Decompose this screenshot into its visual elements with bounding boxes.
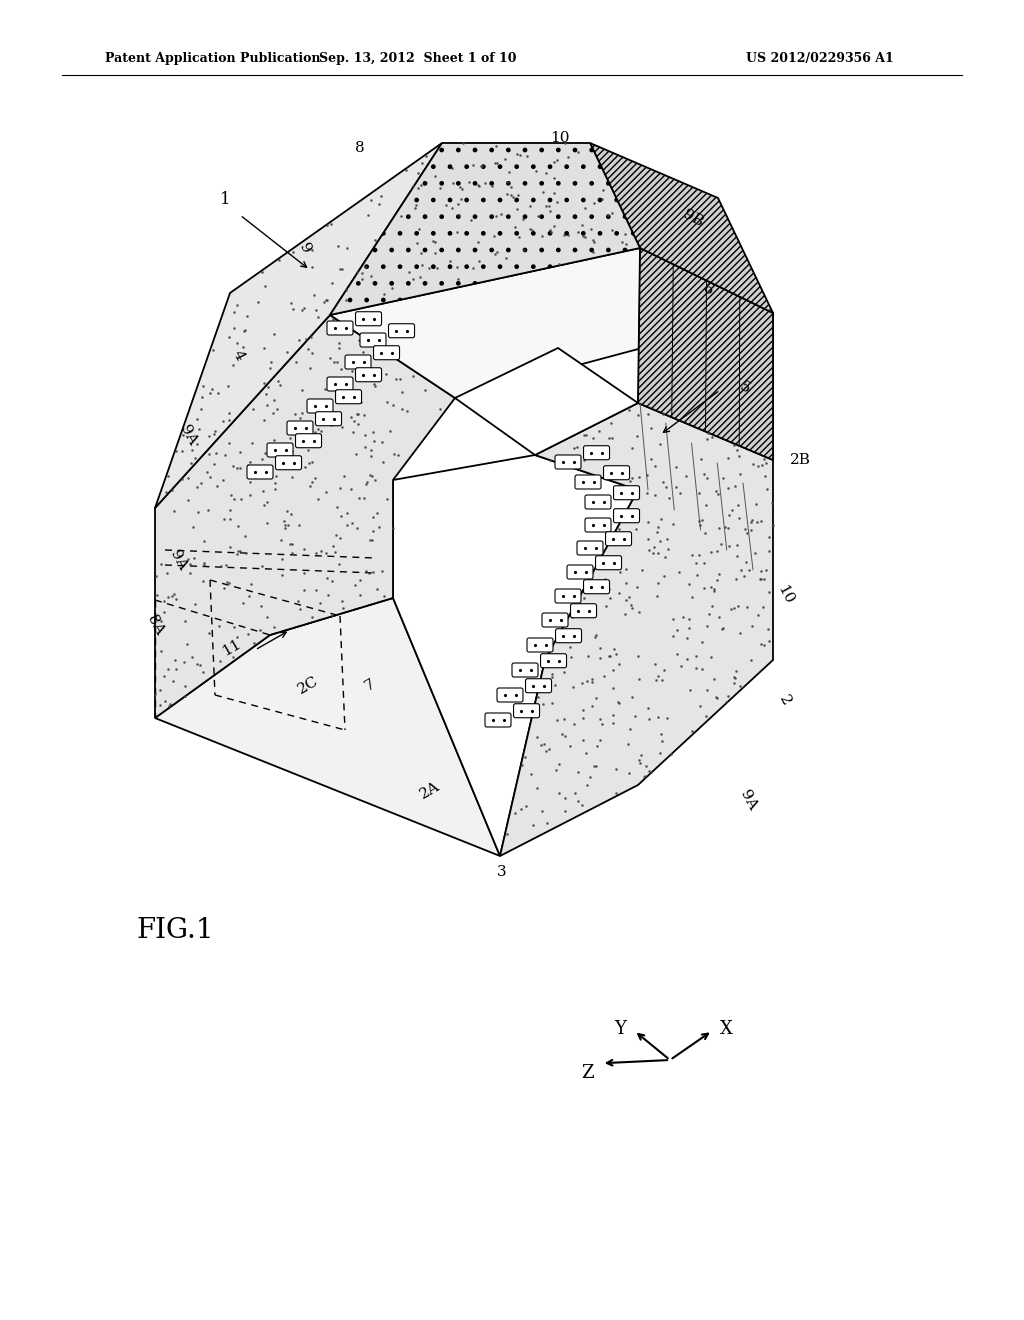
Text: 2A: 2A xyxy=(418,779,442,801)
Text: 2: 2 xyxy=(776,693,794,708)
FancyBboxPatch shape xyxy=(513,704,540,718)
Text: 10: 10 xyxy=(550,131,569,145)
Text: 2B: 2B xyxy=(790,453,810,467)
FancyBboxPatch shape xyxy=(345,355,371,370)
FancyBboxPatch shape xyxy=(287,421,313,436)
Polygon shape xyxy=(330,248,773,399)
Text: 4: 4 xyxy=(229,347,247,363)
Polygon shape xyxy=(500,403,773,855)
FancyBboxPatch shape xyxy=(577,541,603,554)
FancyBboxPatch shape xyxy=(584,446,609,459)
Polygon shape xyxy=(330,143,640,315)
Polygon shape xyxy=(638,248,773,459)
FancyBboxPatch shape xyxy=(512,663,538,677)
FancyBboxPatch shape xyxy=(570,603,597,618)
FancyBboxPatch shape xyxy=(360,333,386,347)
Text: 9B: 9B xyxy=(681,207,706,230)
Text: 9A: 9A xyxy=(737,788,759,812)
FancyBboxPatch shape xyxy=(613,508,640,523)
FancyBboxPatch shape xyxy=(485,713,511,727)
FancyBboxPatch shape xyxy=(525,678,552,693)
Text: Z: Z xyxy=(582,1064,594,1082)
FancyBboxPatch shape xyxy=(567,565,593,579)
Text: 7: 7 xyxy=(362,677,378,693)
Text: 1: 1 xyxy=(220,191,230,209)
Polygon shape xyxy=(155,598,500,855)
Polygon shape xyxy=(590,143,773,313)
FancyBboxPatch shape xyxy=(575,475,601,488)
FancyBboxPatch shape xyxy=(355,368,382,381)
Text: US 2012/0229356 A1: US 2012/0229356 A1 xyxy=(746,51,894,65)
Text: 8: 8 xyxy=(355,141,365,154)
FancyBboxPatch shape xyxy=(327,378,353,391)
Text: 11: 11 xyxy=(220,638,244,659)
Polygon shape xyxy=(155,143,442,508)
Polygon shape xyxy=(455,348,638,455)
FancyBboxPatch shape xyxy=(388,323,415,338)
Text: 6: 6 xyxy=(700,281,716,298)
Text: Patent Application Publication: Patent Application Publication xyxy=(105,51,321,65)
FancyBboxPatch shape xyxy=(374,346,399,360)
FancyBboxPatch shape xyxy=(596,556,622,570)
Text: 3: 3 xyxy=(498,865,507,879)
FancyBboxPatch shape xyxy=(613,486,640,500)
FancyBboxPatch shape xyxy=(555,589,581,603)
FancyBboxPatch shape xyxy=(584,579,609,594)
FancyBboxPatch shape xyxy=(527,638,553,652)
FancyBboxPatch shape xyxy=(585,517,611,532)
Text: 9: 9 xyxy=(297,240,313,256)
Text: X: X xyxy=(720,1020,733,1038)
Text: 10: 10 xyxy=(774,583,796,607)
FancyBboxPatch shape xyxy=(296,434,322,447)
FancyBboxPatch shape xyxy=(542,612,568,627)
FancyBboxPatch shape xyxy=(355,312,382,326)
Text: 8A: 8A xyxy=(144,612,166,638)
FancyBboxPatch shape xyxy=(327,321,353,335)
FancyBboxPatch shape xyxy=(315,412,342,426)
FancyBboxPatch shape xyxy=(556,628,582,643)
Text: Y: Y xyxy=(614,1020,627,1038)
Text: 5: 5 xyxy=(737,380,753,396)
FancyBboxPatch shape xyxy=(555,455,581,469)
FancyBboxPatch shape xyxy=(605,532,632,545)
Polygon shape xyxy=(393,455,638,855)
FancyBboxPatch shape xyxy=(585,495,611,510)
FancyBboxPatch shape xyxy=(307,399,333,413)
FancyBboxPatch shape xyxy=(541,653,566,668)
Text: 9A: 9A xyxy=(177,422,199,447)
FancyBboxPatch shape xyxy=(603,466,630,479)
FancyBboxPatch shape xyxy=(247,465,273,479)
FancyBboxPatch shape xyxy=(336,389,361,404)
FancyBboxPatch shape xyxy=(275,455,301,470)
FancyBboxPatch shape xyxy=(497,688,523,702)
Text: FIG.1: FIG.1 xyxy=(136,916,214,944)
Text: 9A: 9A xyxy=(167,548,189,573)
Text: 2C: 2C xyxy=(295,673,321,697)
Text: Sep. 13, 2012  Sheet 1 of 10: Sep. 13, 2012 Sheet 1 of 10 xyxy=(319,51,517,65)
Polygon shape xyxy=(155,315,455,718)
FancyBboxPatch shape xyxy=(267,444,293,457)
